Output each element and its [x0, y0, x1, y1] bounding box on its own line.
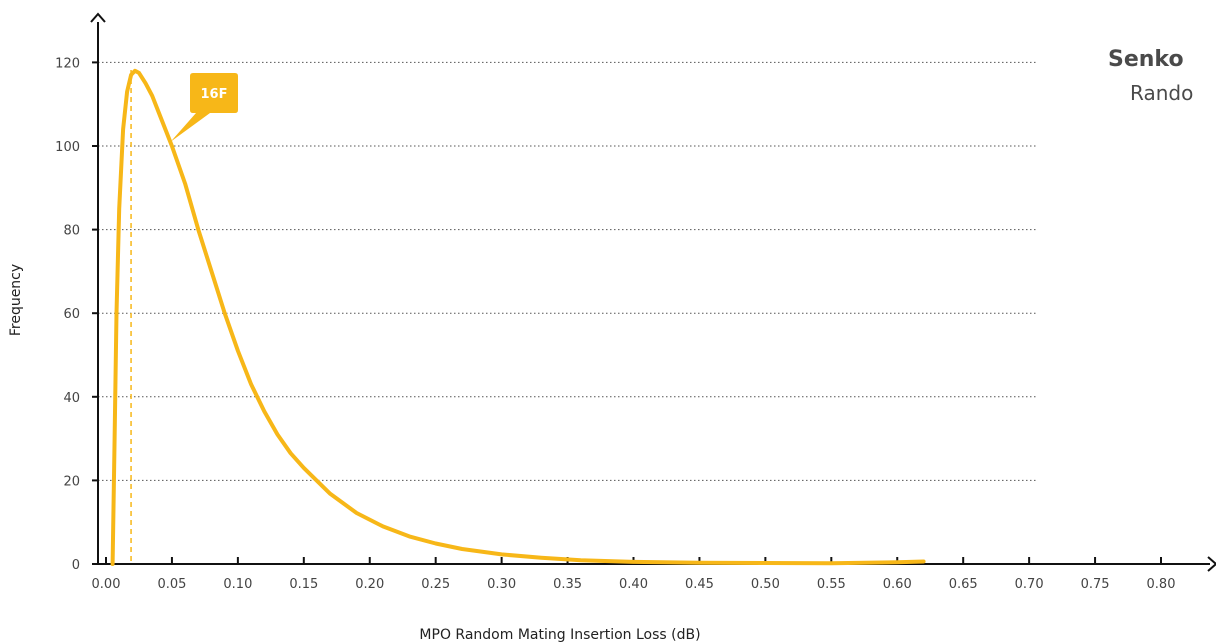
y-axis-arrow-icon — [90, 12, 106, 23]
x-tick-label: 0.35 — [553, 577, 582, 592]
x-tick-label: 0.10 — [223, 577, 252, 592]
axes — [90, 12, 1216, 572]
y-ticks: 0 20 40 60 80 100 120 — [55, 56, 98, 573]
callout-box — [170, 73, 238, 142]
x-tick-label: 0.55 — [817, 577, 846, 592]
x-tick-label: 0.75 — [1081, 577, 1110, 592]
y-axis-title: Frequency — [8, 264, 24, 336]
y-tick-label: 100 — [55, 140, 80, 155]
x-tick-label: 0.80 — [1147, 577, 1176, 592]
y-tick-label: 20 — [63, 474, 80, 489]
callouts: 16F — [170, 73, 238, 142]
y-tick-label: 120 — [55, 56, 80, 71]
x-tick-label: 0.25 — [421, 577, 450, 592]
y-tick-label: 0 — [72, 558, 80, 573]
x-tick-label: 0.60 — [883, 577, 912, 592]
x-tick-label: 0.70 — [1015, 577, 1044, 592]
x-axis-arrow-icon — [1207, 556, 1216, 572]
x-tick-label: 0.50 — [751, 577, 780, 592]
x-ticks: 0.00 0.05 0.10 0.15 0.20 0.25 0.30 0.35 0.40 0.45… — [92, 557, 1176, 592]
x-tick-label: 0.30 — [487, 577, 516, 592]
chart-subtitle: Rando — [1130, 81, 1193, 105]
x-tick-label: 0.15 — [289, 577, 318, 592]
y-tick-label: 60 — [63, 307, 80, 322]
series-layer — [110, 68, 926, 566]
x-tick-label: 0.20 — [355, 577, 384, 592]
y-tick-label: 80 — [63, 224, 80, 239]
callout-label: 16F — [201, 87, 228, 102]
x-tick-label: 0.05 — [157, 577, 186, 592]
series-line — [110, 68, 926, 566]
x-tick-label: 0.40 — [619, 577, 648, 592]
x-tick-label: 0.45 — [685, 577, 714, 592]
x-tick-label: 0.65 — [949, 577, 978, 592]
chart-title: Senko — [1108, 47, 1184, 72]
grid-lines — [98, 61, 1038, 481]
x-tick-label: 0.00 — [92, 577, 121, 592]
x-axis-title: MPO Random Mating Insertion Loss (dB) — [419, 627, 700, 643]
y-tick-label: 40 — [63, 391, 80, 406]
